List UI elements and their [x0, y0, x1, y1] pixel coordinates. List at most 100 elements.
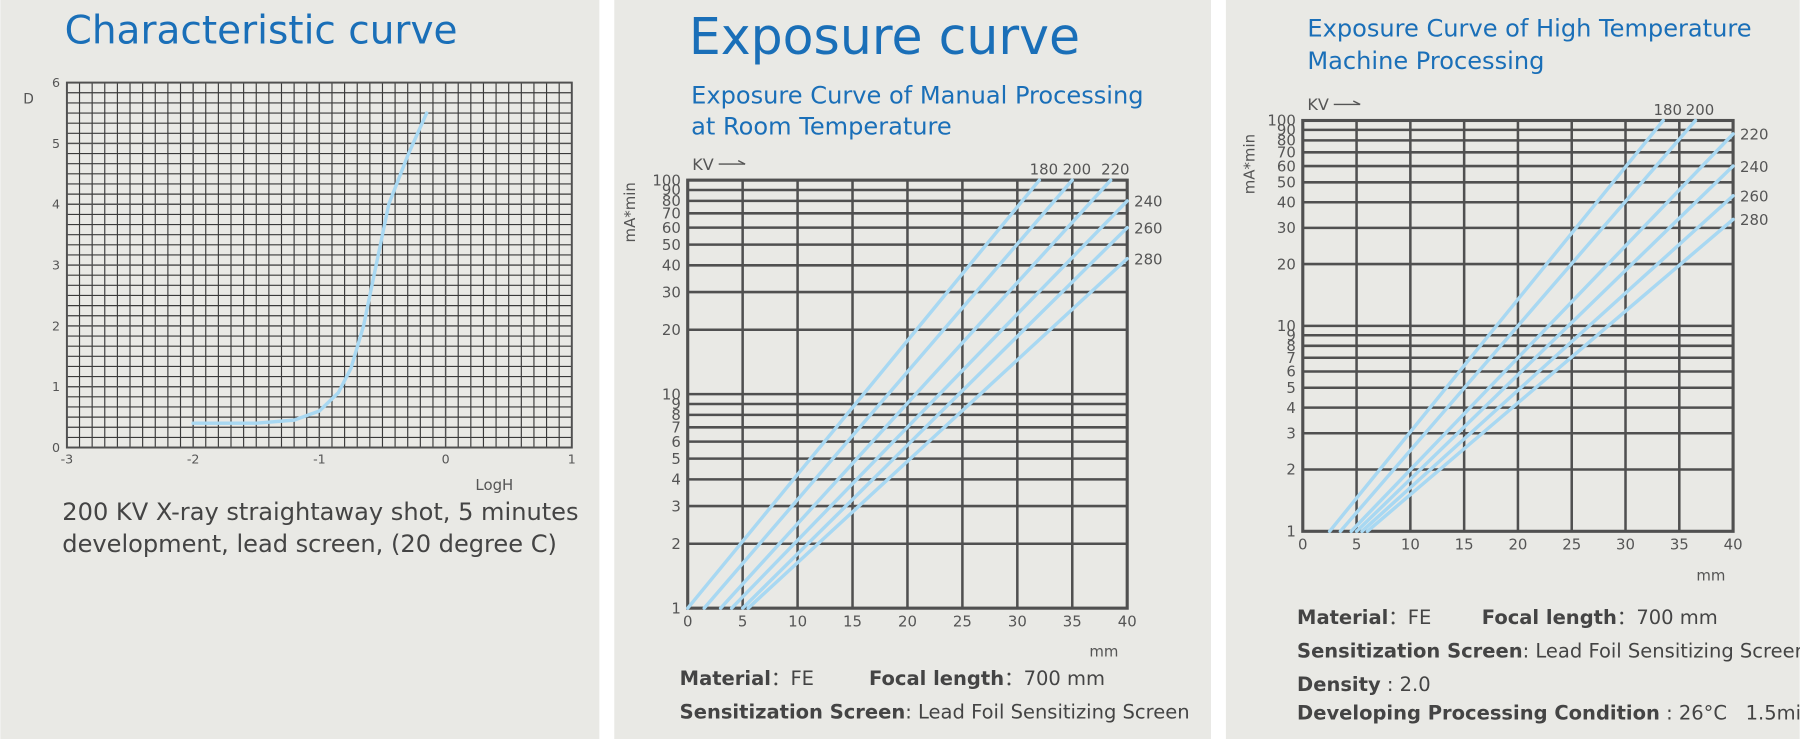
note-value: ：700 mm: [1617, 606, 1718, 629]
panel: [614, 0, 1211, 739]
y-tick-label: 30: [1277, 219, 1296, 237]
note: Focal length：700 mm: [869, 667, 1105, 690]
y-tick-label: 50: [662, 236, 681, 254]
y-tick-label: 3: [1286, 425, 1295, 443]
x-tick-label: -2: [187, 452, 200, 467]
panel: [0, 0, 600, 739]
series-label: 220: [1740, 126, 1768, 144]
series-label: 240: [1134, 193, 1162, 211]
page-heading: Exposure curve: [689, 7, 1080, 66]
y-axis-label: D: [23, 91, 34, 107]
y-tick-label: 70: [662, 205, 681, 223]
plot-frame: [686, 178, 1129, 610]
note-value: : Lead Foil Sensitizing Screen: [1523, 640, 1800, 663]
x-tick-label: 40: [1724, 536, 1743, 554]
x-tick-label: 25: [1562, 536, 1581, 554]
y-tick-label: 80: [1277, 132, 1296, 150]
y-tick-label: 3: [671, 497, 680, 515]
series-axis-label: KV: [1307, 95, 1329, 114]
y-tick-label: 4: [671, 471, 680, 489]
note-label: Sensitization Screen: [680, 700, 906, 723]
y-tick-label: 3: [52, 257, 60, 272]
chart-subtitle: Exposure Curve of High Temperature: [1307, 15, 1751, 43]
chart-title: Characteristic curve: [65, 9, 458, 54]
series-label: 240: [1740, 158, 1768, 176]
x-tick-label: -1: [313, 452, 326, 467]
note-value: : 26°C 1.5min: [1660, 701, 1800, 724]
y-tick-label: 70: [1277, 144, 1296, 162]
series-label: 180: [1654, 101, 1682, 119]
x-tick-label: 10: [788, 613, 807, 631]
series-label: 260: [1740, 188, 1768, 206]
series-label: 180: [1030, 160, 1058, 178]
x-axis-label: mm: [1696, 567, 1725, 585]
chart-subtitle: at Room Temperature: [691, 112, 952, 140]
curve: [1349, 132, 1735, 534]
caption: development, lead screen, (20 degree C): [62, 530, 557, 558]
x-tick-label: 15: [1455, 536, 1474, 554]
y-tick-label: 8: [671, 406, 680, 424]
curve: [1327, 118, 1665, 534]
caption: 200 KV X-ray straightaway shot, 5 minute…: [62, 498, 578, 526]
y-tick-label: 20: [662, 321, 681, 339]
y-axis-label: mA*min: [1241, 134, 1259, 194]
y-tick-label: 4: [52, 197, 60, 212]
y-tick-label: 40: [1277, 193, 1296, 211]
note-value: ：700 mm: [1004, 667, 1105, 690]
series-label: 200: [1063, 160, 1091, 178]
y-tick-label: 20: [1277, 255, 1296, 273]
series-label: 200: [1686, 101, 1714, 119]
x-tick-label: 20: [898, 613, 917, 631]
y-tick-label: 90: [662, 181, 681, 199]
chart-subtitle: Machine Processing: [1307, 47, 1544, 75]
x-axis-label: LogH: [475, 476, 513, 494]
curve: [191, 111, 429, 425]
note-value: : 2.0: [1381, 673, 1431, 696]
x-tick-label: 0: [442, 452, 450, 467]
y-tick-label: 8: [1286, 337, 1295, 355]
y-tick-label: 0: [52, 440, 60, 455]
series-label: 280: [1134, 250, 1162, 268]
y-tick-label: 5: [671, 450, 680, 468]
note: Sensitization Screen: Lead Foil Sensitiz…: [680, 700, 1190, 723]
x-tick-label: 30: [1616, 536, 1635, 554]
x-tick-label: 30: [1008, 613, 1027, 631]
note-label: Focal length: [1482, 606, 1617, 629]
x-tick-label: 35: [1670, 536, 1689, 554]
y-tick-label: 7: [1286, 349, 1295, 367]
plot-frame: [65, 81, 573, 449]
curve: [740, 225, 1129, 610]
y-tick-label: 4: [1286, 399, 1295, 417]
y-tick-label: 6: [1286, 363, 1295, 381]
arrow: [1352, 100, 1361, 106]
x-tick-label: 40: [1118, 613, 1137, 631]
y-tick-label: 60: [1277, 157, 1296, 175]
y-tick-label: 9: [671, 395, 680, 413]
y-tick-label: 80: [662, 192, 681, 210]
curve: [729, 199, 1129, 610]
series-label: 220: [1101, 160, 1129, 178]
note-label: Focal length: [869, 667, 1004, 690]
x-tick-label: 10: [1401, 536, 1420, 554]
y-tick-label: 1: [52, 379, 60, 394]
note-label: Sensitization Screen: [1297, 640, 1523, 663]
series-label: 280: [1740, 211, 1768, 229]
x-tick-label: 0: [1298, 536, 1307, 554]
note: Material：FE: [680, 667, 814, 690]
x-axis-label: mm: [1089, 642, 1118, 660]
curve: [702, 178, 1074, 610]
y-tick-label: 2: [671, 535, 680, 553]
note-value: : Lead Foil Sensitizing Screen: [905, 700, 1189, 723]
curve: [1365, 217, 1735, 534]
y-tick-label: 30: [662, 283, 681, 301]
y-tick-label: 10: [1277, 317, 1296, 335]
x-tick-label: -3: [61, 452, 74, 467]
x-tick-label: 5: [738, 613, 747, 631]
note-value: ：FE: [771, 667, 814, 690]
y-tick-label: 1: [671, 599, 680, 617]
series-label: 260: [1134, 219, 1162, 237]
note: Material：FE: [1297, 606, 1431, 629]
y-tick-label: 100: [1267, 112, 1295, 130]
y-tick-label: 6: [52, 75, 60, 90]
y-tick-label: 40: [662, 257, 681, 275]
